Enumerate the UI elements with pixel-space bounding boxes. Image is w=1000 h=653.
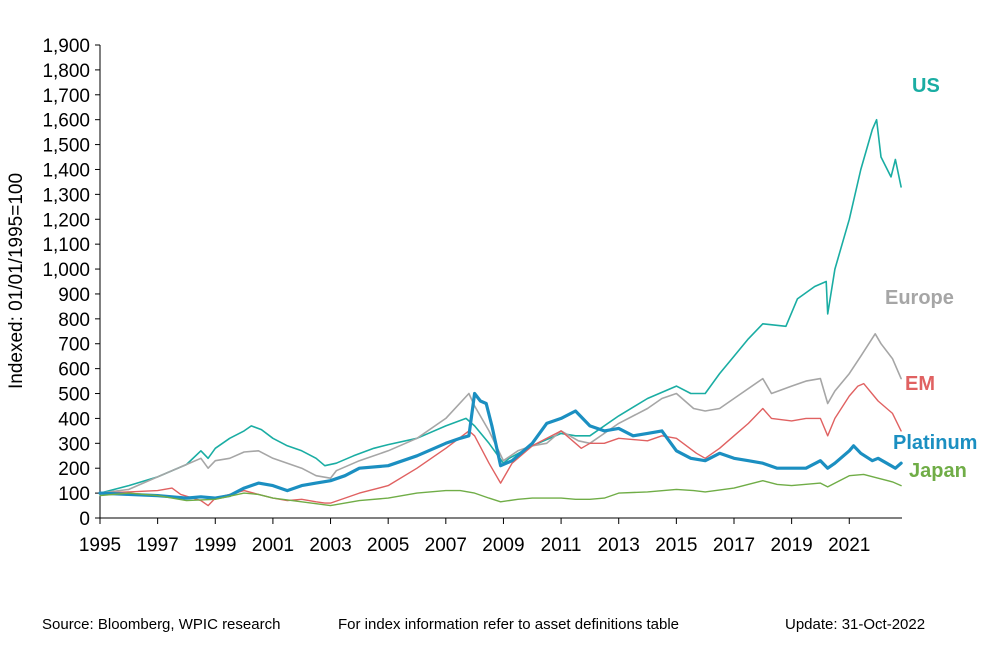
y-tick-label: 1,100 [42,235,90,256]
y-tick-label: 0 [79,509,90,530]
y-tick-label: 1,300 [42,185,90,206]
y-tick-label: 500 [58,385,90,406]
x-tick-label: 2005 [367,535,409,556]
y-tick-label: 800 [58,310,90,331]
footer-note: For index information refer to asset def… [338,616,680,633]
x-tick-label: 2013 [598,535,640,556]
y-tick-label: 300 [58,434,90,455]
x-tick-label: 2007 [425,535,467,556]
y-tick-label: 200 [58,459,90,480]
series-lines [98,118,903,507]
y-tick-label: 1,500 [42,136,90,157]
x-tick-label: 2021 [828,535,870,556]
x-tick-label: 1997 [136,535,178,556]
x-tick-label: 1999 [194,535,236,556]
x-tick-label: 2003 [309,535,351,556]
x-tick-label: 2017 [713,535,755,556]
x-tick-label: 2011 [541,535,582,556]
series-label-europe: Europe [885,287,954,309]
x-tick-label: 2015 [655,535,697,556]
y-tick-label: 400 [58,409,90,430]
x-axis-ticks: 1995 1997 1999 2001 2003 2005 2007 2009 2011 2013… [79,518,870,556]
series-label-platinum: Platinum [893,432,977,454]
series-label-us: US [912,75,940,97]
footer-update: Update: 31-Oct-2022 [785,616,926,633]
series-label-japan: Japan [909,460,967,482]
y-tick-label: 1,200 [42,210,90,231]
y-tick-label: 1,800 [42,61,90,82]
y-tick-label: 1,600 [42,111,90,132]
y-tick-label: 1,700 [42,86,90,107]
series-line-us [99,118,902,494]
y-tick-label: 1,400 [42,160,90,181]
series-label-em: EM [905,373,935,395]
x-tick-label: 2001 [252,535,294,556]
series-line-japan [99,473,902,507]
y-axis-ticks: 0 100 200 300 400 500 600 700 800 900 1,000 1,100 1,… [42,36,100,530]
x-tick-label: 2019 [770,535,812,556]
y-tick-label: 900 [58,285,90,306]
series-line-europe [99,332,902,494]
y-tick-label: 600 [58,360,90,381]
footer-source: Source: Bloomberg, WPIC research [42,616,281,633]
series-line-platinum [98,391,903,500]
y-axis-title: Indexed: 01/01/1995=100 [6,173,27,389]
y-tick-label: 1,000 [42,260,90,281]
x-tick-label: 2009 [482,535,524,556]
x-tick-label: 1995 [79,535,121,556]
y-tick-label: 100 [58,484,90,505]
y-tick-label: 1,900 [42,36,90,57]
y-tick-label: 700 [58,335,90,356]
